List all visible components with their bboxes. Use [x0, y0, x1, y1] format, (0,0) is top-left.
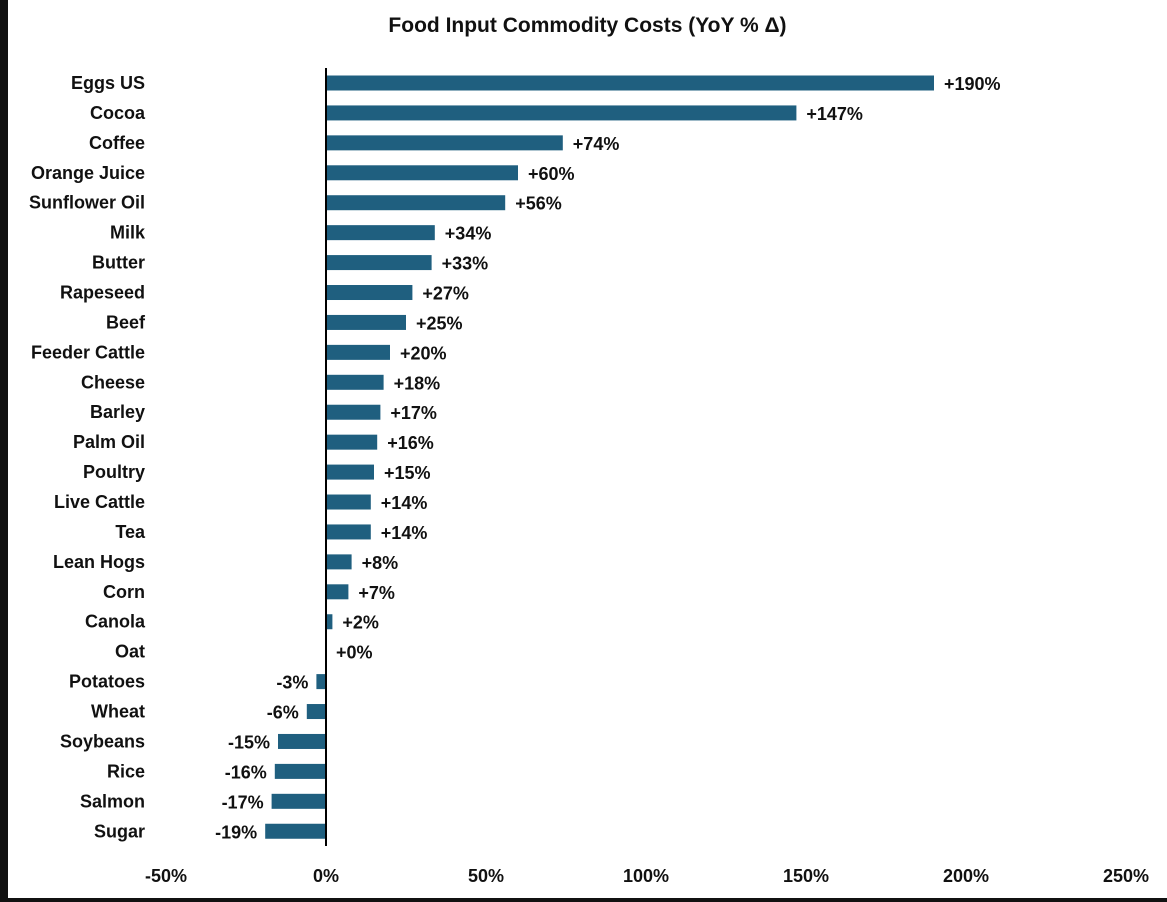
bar — [306, 704, 326, 720]
data-label: +14% — [381, 493, 428, 513]
data-label: -15% — [228, 732, 270, 752]
data-label: +8% — [362, 553, 399, 573]
category-label: Palm Oil — [73, 432, 145, 452]
category-label: Wheat — [91, 702, 145, 722]
bar — [326, 464, 374, 480]
bar-chart: Eggs US +190% Cocoa +147% Coffee +74% Orange J… — [29, 68, 1149, 886]
category-label: Cocoa — [90, 103, 146, 123]
bar — [326, 195, 506, 211]
x-tick-label: 200% — [943, 866, 989, 886]
category-label: Tea — [115, 522, 146, 542]
category-label: Orange Juice — [31, 163, 145, 183]
category-label: Rapeseed — [60, 283, 145, 303]
category-label: Corn — [103, 582, 145, 602]
data-label: +17% — [390, 403, 437, 423]
data-label: +16% — [387, 433, 434, 453]
category-label: Potatoes — [69, 672, 145, 692]
category-label: Beef — [106, 312, 146, 332]
category-label: Sunflower Oil — [29, 193, 145, 213]
bar — [326, 344, 390, 360]
category-label: Milk — [110, 223, 146, 243]
category-label: Soybeans — [60, 731, 145, 751]
bar — [326, 554, 352, 570]
chart-frame: Food Input Commodity Costs (YoY % Δ) Egg… — [8, 0, 1167, 898]
bar — [326, 374, 384, 390]
data-label: -6% — [267, 703, 299, 723]
data-label: +18% — [394, 373, 441, 393]
data-label: -16% — [225, 762, 267, 782]
category-label: Eggs US — [71, 73, 145, 93]
category-label: Barley — [90, 402, 145, 422]
data-label: +15% — [384, 463, 431, 483]
bar — [326, 105, 797, 121]
data-label: -19% — [215, 822, 257, 842]
category-label: Canola — [85, 612, 146, 632]
category-label: Oat — [115, 642, 145, 662]
data-label: +25% — [416, 313, 463, 333]
data-label: +20% — [400, 343, 447, 363]
x-tick-label: 100% — [623, 866, 669, 886]
x-tick-label: 0% — [313, 866, 339, 886]
data-label: +74% — [573, 134, 620, 154]
data-label: +0% — [336, 643, 373, 663]
data-label: +27% — [422, 284, 469, 304]
bar — [265, 823, 326, 839]
bar — [326, 165, 518, 181]
data-label: +14% — [381, 523, 428, 543]
bar — [274, 763, 326, 779]
bar — [326, 225, 435, 241]
category-label: Rice — [107, 761, 145, 781]
data-label: +2% — [342, 613, 379, 633]
bar — [326, 434, 378, 450]
bar — [326, 255, 432, 271]
data-label: +190% — [944, 74, 1001, 94]
category-label: Lean Hogs — [53, 552, 145, 572]
bar — [278, 733, 326, 749]
bar — [271, 793, 326, 809]
category-label: Salmon — [80, 791, 145, 811]
data-label: +60% — [528, 164, 575, 184]
x-tick-label: 250% — [1103, 866, 1149, 886]
bar — [326, 314, 406, 330]
category-label: Sugar — [94, 821, 145, 841]
data-label: +34% — [445, 224, 492, 244]
bar — [326, 584, 349, 600]
category-label: Cheese — [81, 372, 145, 392]
bar — [326, 614, 333, 630]
data-label: -3% — [276, 673, 308, 693]
bar — [326, 135, 563, 151]
x-tick-label: -50% — [145, 866, 187, 886]
data-label: -17% — [222, 792, 264, 812]
category-label: Feeder Cattle — [31, 342, 145, 362]
category-label: Poultry — [83, 462, 145, 482]
bar — [326, 524, 371, 540]
bar — [326, 404, 381, 420]
chart-title: Food Input Commodity Costs (YoY % Δ) — [388, 14, 787, 37]
bar — [326, 494, 371, 510]
data-label: +7% — [358, 583, 395, 603]
category-label: Live Cattle — [54, 492, 145, 512]
data-label: +147% — [806, 104, 863, 124]
bar — [326, 75, 934, 91]
x-tick-label: 50% — [468, 866, 504, 886]
data-label: +56% — [515, 194, 562, 214]
category-label: Butter — [92, 253, 145, 273]
x-tick-label: 150% — [783, 866, 829, 886]
data-label: +33% — [442, 254, 489, 274]
bar — [316, 674, 326, 690]
category-label: Coffee — [89, 133, 145, 153]
bar — [326, 285, 413, 301]
